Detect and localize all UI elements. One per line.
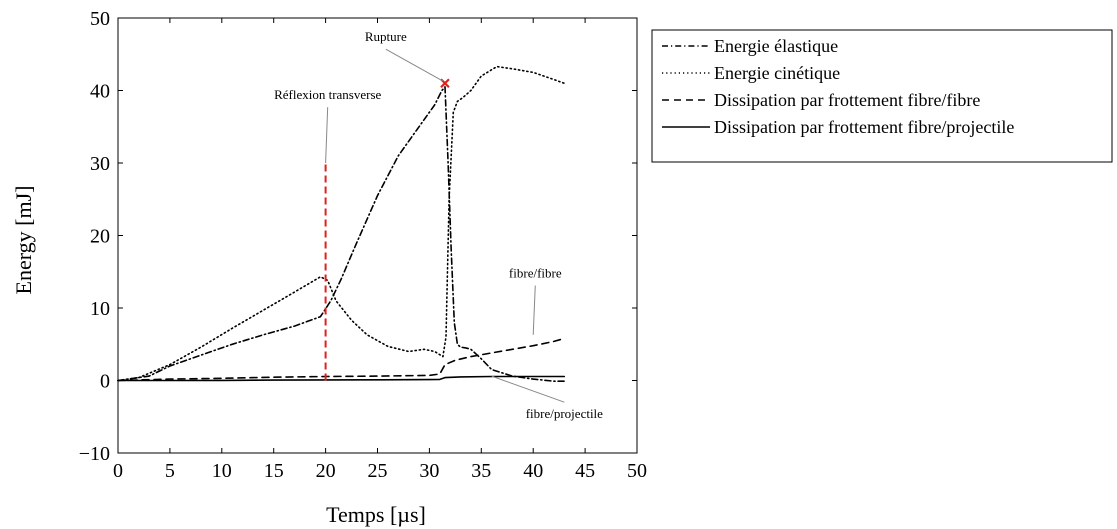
series-lines bbox=[117, 65, 566, 383]
plot-area bbox=[117, 17, 638, 454]
y-tick-label: 20 bbox=[90, 226, 110, 248]
y-tick-label: 50 bbox=[90, 8, 110, 30]
x-tick-label: 45 bbox=[575, 460, 595, 482]
annotation-leader bbox=[491, 375, 565, 403]
x-axis-label: Temps [µs] bbox=[326, 502, 426, 527]
annotation-leader bbox=[532, 285, 536, 335]
plot-frame bbox=[117, 17, 638, 454]
axis-ticks bbox=[117, 17, 638, 454]
x-tick-label: 20 bbox=[316, 460, 336, 482]
x-tick-label: 5 bbox=[165, 460, 175, 482]
legend: Energie élastique Energie cinétique Dissip… bbox=[651, 29, 1113, 163]
annotation-label: fibre/fibre bbox=[509, 266, 562, 281]
x-tick-label: 15 bbox=[264, 460, 284, 482]
y-tick-label: 30 bbox=[90, 153, 110, 175]
series-line-3 bbox=[117, 337, 566, 382]
x-tick-label: 35 bbox=[471, 460, 491, 482]
legend-label-1: Energie élastique bbox=[714, 36, 838, 56]
x-tick-label: 40 bbox=[523, 460, 543, 482]
annotations: Réflexion transverse Rupture fibre/fibre fi… bbox=[274, 29, 603, 421]
y-tick-label: 0 bbox=[100, 371, 110, 393]
y-tick-label: −10 bbox=[79, 443, 110, 465]
x-tick-label: 50 bbox=[627, 460, 647, 482]
annotation-leader bbox=[385, 48, 444, 82]
markers bbox=[324, 78, 450, 381]
x-tick-label: 10 bbox=[212, 460, 232, 482]
series-line-2 bbox=[117, 65, 566, 382]
y-axis-label: Energy [mJ] bbox=[11, 186, 36, 295]
x-tick-label: 25 bbox=[368, 460, 388, 482]
x-tick-label: 0 bbox=[113, 460, 123, 482]
y-tick-label: 10 bbox=[90, 298, 110, 320]
series-line-1 bbox=[117, 86, 566, 383]
legend-label-2: Energie cinétique bbox=[714, 63, 840, 83]
annotation-label: Réflexion transverse bbox=[274, 87, 381, 102]
annotation-label: fibre/projectile bbox=[526, 406, 603, 421]
legend-label-4: Dissipation par frottement fibre/project… bbox=[714, 117, 1014, 137]
legend-box bbox=[651, 29, 1113, 163]
legend-label-3: Dissipation par frottement fibre/fibre bbox=[714, 90, 980, 110]
y-tick-label: 40 bbox=[90, 81, 110, 103]
annotation-leader bbox=[325, 107, 329, 164]
rupture-marker-stroke bbox=[440, 78, 450, 89]
annotation-label: Rupture bbox=[365, 29, 407, 44]
x-tick-label: 30 bbox=[419, 460, 439, 482]
